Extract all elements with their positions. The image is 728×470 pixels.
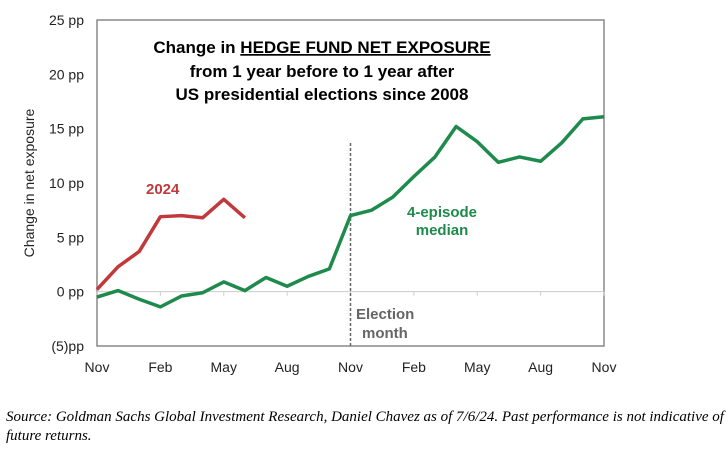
election-label-line-1: Election: [356, 306, 414, 323]
x-tick-label: Feb: [148, 359, 172, 375]
x-tick-label: Feb: [402, 359, 426, 375]
title-prefix: Change in: [153, 38, 240, 57]
y-tick-label: 10 pp: [49, 175, 84, 191]
x-tick-label: Aug: [528, 359, 553, 375]
title-highlight: HEDGE FUND NET EXPOSURE: [240, 38, 490, 57]
chart-title-line-1: Change in HEDGE FUND NET EXPOSURE: [153, 38, 490, 57]
x-tick-label: May: [464, 359, 490, 375]
y-tick-label: 25 pp: [49, 12, 84, 28]
y-axis-label: Change in net exposure: [21, 108, 37, 257]
y-tick-label: (5)pp: [51, 338, 84, 354]
chart-title-line-3: US presidential elections since 2008: [176, 85, 469, 104]
x-tick-label: Nov: [85, 359, 110, 375]
chart-title-line-2: from 1 year before to 1 year after: [190, 62, 455, 81]
y-tick-label: 0 pp: [57, 284, 84, 300]
x-tick-label: Nov: [338, 359, 363, 375]
source-note: Source: Goldman Sachs Global Investment …: [6, 409, 724, 444]
y-tick-label: 20 pp: [49, 66, 84, 82]
series-2024-line: [95, 197, 247, 291]
election-label-line-2: month: [362, 325, 408, 342]
median-label-line-1: 4-episode: [407, 204, 477, 221]
median-label-line-2: median: [416, 222, 469, 239]
x-tick-label: Nov: [592, 359, 617, 375]
x-tick-label: May: [211, 359, 237, 375]
y-tick-label: 5 pp: [57, 229, 84, 245]
x-tick-label: Aug: [275, 359, 300, 375]
series-2024-label: 2024: [146, 181, 180, 198]
y-tick-label: 15 pp: [49, 121, 84, 137]
